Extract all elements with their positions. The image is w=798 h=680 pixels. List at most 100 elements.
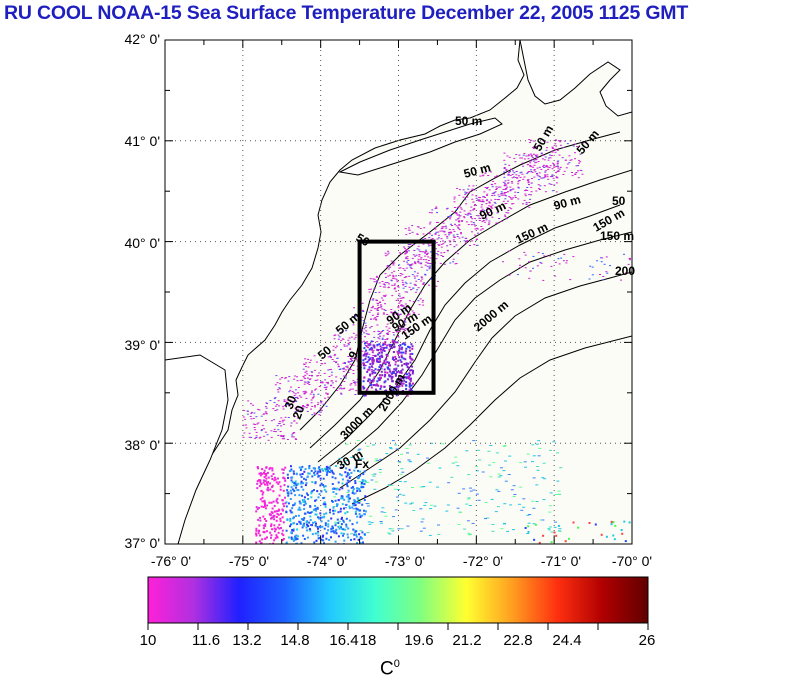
sst-pixel <box>350 533 354 535</box>
sst-pixel <box>301 499 304 502</box>
sst-pixel <box>516 177 519 179</box>
units-superscript: 0 <box>393 658 400 670</box>
sst-pixel <box>393 270 396 272</box>
sst-pixel <box>531 178 533 179</box>
sst-pixel <box>513 172 516 174</box>
sst-pixel <box>283 438 286 440</box>
sst-pixel <box>398 293 401 295</box>
sst-pixel <box>532 160 535 162</box>
sst-pixel <box>298 500 301 503</box>
sst-pixel <box>261 424 264 426</box>
sst-pixel <box>313 369 316 371</box>
sst-pixel <box>399 301 402 303</box>
sst-pixel <box>293 484 296 487</box>
sst-pixel <box>520 171 523 173</box>
sst-pixel <box>365 503 369 504</box>
sst-pixel <box>384 310 387 311</box>
sst-pixel <box>366 532 370 534</box>
sst-pixel <box>328 467 331 470</box>
sst-pixel <box>257 422 260 424</box>
sst-pixel <box>437 221 440 223</box>
sst-pixel <box>333 338 336 340</box>
sst-pixel <box>265 473 268 475</box>
sst-pixel <box>472 440 476 442</box>
sst-pixel <box>458 189 461 191</box>
sst-pixel <box>506 186 509 188</box>
sst-pixel <box>522 165 525 167</box>
sst-pixel <box>321 409 323 411</box>
sst-pixel <box>422 238 425 240</box>
sst-pixel <box>519 266 522 268</box>
sst-pixel <box>325 470 328 472</box>
sst-pixel <box>314 389 316 391</box>
sst-pixel <box>478 200 480 202</box>
sst-pixel <box>435 242 438 244</box>
sst-pixel <box>353 538 356 541</box>
sst-pixel <box>290 422 293 424</box>
sst-pixel <box>368 311 371 313</box>
sst-pixel <box>247 400 250 402</box>
sst-pixel <box>335 380 338 382</box>
sst-pixel <box>507 174 510 176</box>
sst-pixel <box>481 471 485 473</box>
sst-pixel <box>300 482 303 485</box>
sst-pixel <box>319 477 322 480</box>
sst-pixel <box>383 295 385 297</box>
sst-pixel <box>557 170 560 172</box>
sst-pixel <box>364 480 367 483</box>
sst-pixel <box>267 481 269 484</box>
sst-pixel <box>525 202 528 204</box>
sst-pixel <box>245 424 247 426</box>
land-delmarva <box>165 354 229 544</box>
sst-pixel <box>313 471 316 474</box>
sst-pixel <box>375 388 377 391</box>
sst-pixel <box>377 307 380 308</box>
sst-pixel <box>422 283 425 285</box>
sst-pixel <box>359 509 362 512</box>
sst-pixel <box>372 349 375 351</box>
sst-pixel <box>303 501 306 504</box>
sst-pixel <box>367 345 370 347</box>
sst-pixel <box>488 170 491 172</box>
sst-pixel <box>474 218 477 220</box>
sst-pixel <box>390 484 394 486</box>
sst-pixel <box>435 231 438 233</box>
sst-pixel <box>540 153 543 155</box>
sst-pixel <box>384 339 387 341</box>
sst-pixel <box>453 237 456 238</box>
lat-label-39: 39° 0' <box>124 337 160 353</box>
sst-pixel <box>405 249 408 251</box>
sst-pixel <box>273 476 276 479</box>
sst-pixel <box>504 216 507 218</box>
sst-pixel <box>309 393 312 395</box>
lat-label-41: 41° 0' <box>124 133 160 149</box>
sst-pixel <box>544 176 546 178</box>
sst-pixel <box>477 215 480 217</box>
sst-pixel <box>544 174 546 176</box>
sst-pixel <box>404 332 407 334</box>
sst-pixel <box>485 219 488 221</box>
sst-pixel <box>316 490 319 493</box>
sst-pixel <box>291 529 294 531</box>
sst-pixel <box>495 222 498 224</box>
sst-pixel <box>331 476 334 479</box>
sst-pixel <box>437 234 440 236</box>
sst-pixel <box>374 317 377 319</box>
sst-pixel <box>623 253 625 255</box>
sst-pixel <box>552 177 555 179</box>
sst-pixel <box>554 151 557 153</box>
sst-pixel <box>505 192 508 193</box>
sst-pixel <box>322 477 325 480</box>
sst-pixel <box>384 371 387 374</box>
sst-pixel <box>399 253 402 255</box>
sst-pixel <box>372 360 375 363</box>
sst-pixel <box>273 479 276 482</box>
sst-pixel <box>530 139 533 141</box>
sst-pixel <box>272 515 275 518</box>
sst-pixel <box>348 505 351 508</box>
sst-pixel <box>364 326 367 328</box>
sst-pixel <box>292 529 295 532</box>
sst-pixel <box>473 244 476 246</box>
sst-pixel <box>458 224 461 226</box>
sst-pixel <box>555 191 558 193</box>
